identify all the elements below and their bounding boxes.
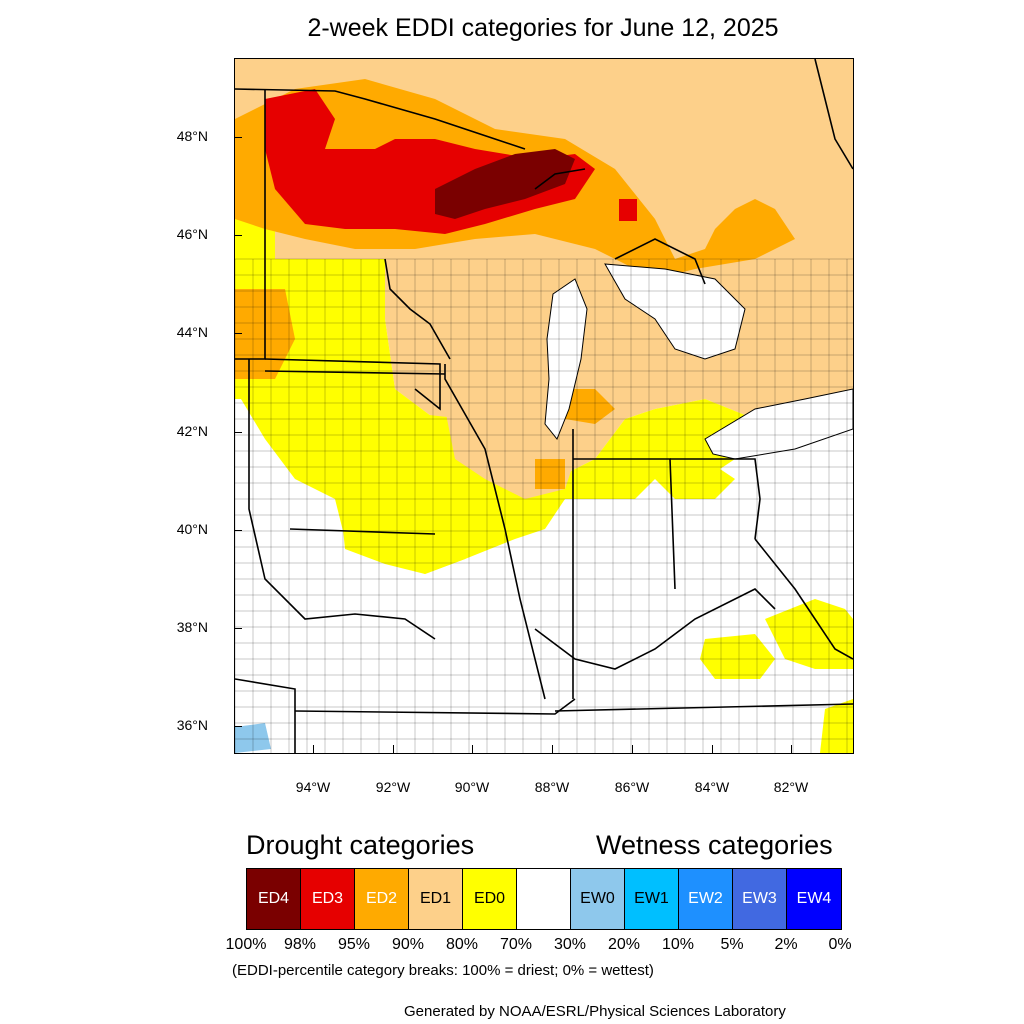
lat-tick-mark	[234, 235, 242, 236]
county-boundaries	[235, 258, 853, 753]
legend-break-label: 100%	[225, 936, 267, 953]
legend-swatch: EW0	[571, 869, 625, 929]
legend-break-label: 90%	[391, 936, 425, 953]
legend-break-label: 80%	[445, 936, 479, 953]
legend-break-label: 10%	[661, 936, 695, 953]
legend-break-label: 98%	[283, 936, 317, 953]
lat-tick-mark	[234, 137, 242, 138]
lake-michigan	[544, 278, 588, 440]
lat-tick-mark	[234, 432, 242, 433]
legend-break-label: 95%	[337, 936, 371, 953]
lon-tick-label: 86°W	[614, 779, 650, 795]
legend-swatch: EW1	[625, 869, 679, 929]
lat-tick-label: 48°N	[176, 128, 208, 144]
ed2-region-indiana	[535, 459, 565, 489]
lon-tick-label: 94°W	[295, 779, 331, 795]
lat-tick-label: 36°N	[176, 717, 208, 733]
drought-categories-heading: Drought categories	[246, 830, 475, 860]
lat-tick-mark	[234, 628, 242, 629]
eddi-map-canvas	[235, 59, 853, 753]
lon-tick-mark	[791, 745, 792, 753]
lat-tick-label: 40°N	[176, 521, 208, 537]
lat-tick-label: 38°N	[176, 619, 208, 635]
lon-tick-label: 92°W	[375, 779, 411, 795]
lon-tick-mark	[313, 745, 314, 753]
ed3-spot-east	[619, 199, 637, 221]
lon-tick-label: 84°W	[694, 779, 730, 795]
category-legend: ED4 ED3 ED2 ED1 ED0 EW0 EW1 EW2 EW3 EW4	[246, 868, 842, 930]
legend-swatch: EW4	[787, 869, 841, 929]
legend-swatch: ED3	[301, 869, 355, 929]
category-break-note: (EDDI-percentile category breaks: 100% =…	[232, 962, 654, 979]
ed4-region-core	[435, 149, 575, 219]
ed0-region-carolina	[820, 699, 853, 753]
legend-break-label: 30%	[553, 936, 587, 953]
legend-swatch	[517, 869, 571, 929]
lat-tick-mark	[234, 530, 242, 531]
eddi-map	[234, 58, 854, 754]
legend-break-label: 5%	[720, 936, 744, 953]
legend-swatch: EW3	[733, 869, 787, 929]
county-grid-lines	[235, 258, 853, 753]
legend-swatch: EW2	[679, 869, 733, 929]
lon-tick-mark	[552, 745, 553, 753]
legend-break-label: 20%	[607, 936, 641, 953]
ed0-region-west-virginia	[765, 599, 853, 669]
legend-break-label: 0%	[828, 936, 852, 953]
lon-tick-label: 82°W	[773, 779, 809, 795]
ed0-region-kentucky	[700, 634, 775, 679]
lon-tick-mark	[712, 745, 713, 753]
lat-tick-label: 46°N	[176, 226, 208, 242]
wetness-categories-heading: Wetness categories	[596, 830, 833, 860]
credit-text: Generated by NOAA/ESRL/Physical Sciences…	[404, 1003, 786, 1020]
lake-huron	[604, 263, 746, 360]
lon-tick-label: 88°W	[534, 779, 570, 795]
lon-tick-mark	[632, 745, 633, 753]
lat-tick-mark	[234, 333, 242, 334]
lake-erie	[704, 388, 853, 460]
legend-break-label: 70%	[499, 936, 533, 953]
legend-swatch: ED4	[247, 869, 301, 929]
lat-tick-label: 44°N	[176, 324, 208, 340]
map-title: 2-week EDDI categories for June 12, 2025	[307, 14, 779, 42]
legend-break-label: 2%	[774, 936, 798, 953]
ed2-region-michigan	[565, 389, 615, 424]
lon-tick-mark	[393, 745, 394, 753]
lon-tick-label: 90°W	[454, 779, 490, 795]
legend-swatch: ED0	[463, 869, 517, 929]
lat-tick-mark	[234, 726, 242, 727]
lon-tick-mark	[472, 745, 473, 753]
ed0-region-ohio	[655, 459, 735, 499]
legend-swatch: ED1	[409, 869, 463, 929]
legend-swatch: ED2	[355, 869, 409, 929]
lat-tick-label: 42°N	[176, 423, 208, 439]
